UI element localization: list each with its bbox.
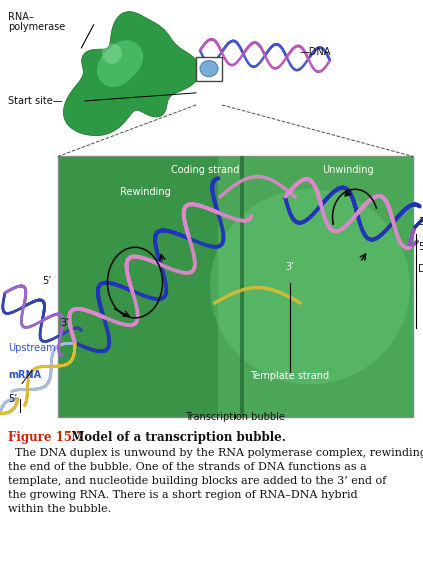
Text: 5’: 5’ — [43, 276, 52, 286]
Text: Template strand: Template strand — [250, 371, 330, 381]
Text: the end of the bubble. One of the strands of DNA functions as a: the end of the bubble. One of the strand… — [8, 462, 367, 472]
Text: Model of a transcription bubble.: Model of a transcription bubble. — [63, 431, 286, 444]
Bar — [240, 156, 244, 417]
Polygon shape — [97, 40, 143, 87]
Text: 3’: 3’ — [418, 217, 423, 227]
Text: Transcription bubble: Transcription bubble — [185, 412, 285, 422]
Text: Figure 15.7: Figure 15.7 — [8, 431, 84, 444]
Text: Coding strand: Coding strand — [171, 165, 239, 174]
Ellipse shape — [200, 61, 218, 77]
Bar — [58, 156, 413, 417]
Text: Rewinding: Rewinding — [120, 187, 170, 197]
Text: The DNA duplex is unwound by the RNA polymerase complex, rewinding at: The DNA duplex is unwound by the RNA pol… — [8, 448, 423, 458]
Bar — [196, 57, 222, 81]
Text: —DNA: —DNA — [300, 48, 331, 58]
Text: RNA–: RNA– — [8, 12, 34, 22]
Ellipse shape — [210, 189, 410, 384]
Text: 3’: 3’ — [285, 263, 294, 272]
Text: Unwinding: Unwinding — [322, 165, 374, 174]
Polygon shape — [102, 44, 122, 63]
Text: Start site—: Start site— — [8, 96, 63, 106]
Text: the growing RNA. There is a short region of RNA–DNA hybrid: the growing RNA. There is a short region… — [8, 490, 357, 500]
Text: 5’: 5’ — [8, 394, 17, 404]
Text: Downstream: Downstream — [418, 264, 423, 275]
Text: within the bubble.: within the bubble. — [8, 504, 111, 514]
Text: polymerase: polymerase — [8, 22, 65, 32]
Text: Upstream: Upstream — [8, 343, 56, 353]
Text: 3’: 3’ — [60, 318, 69, 328]
Bar — [218, 156, 413, 417]
Polygon shape — [63, 12, 201, 136]
Text: mRNA: mRNA — [8, 370, 41, 380]
Text: 5’: 5’ — [418, 242, 423, 252]
Text: template, and nucleotide building blocks are added to the 3’ end of: template, and nucleotide building blocks… — [8, 476, 386, 486]
